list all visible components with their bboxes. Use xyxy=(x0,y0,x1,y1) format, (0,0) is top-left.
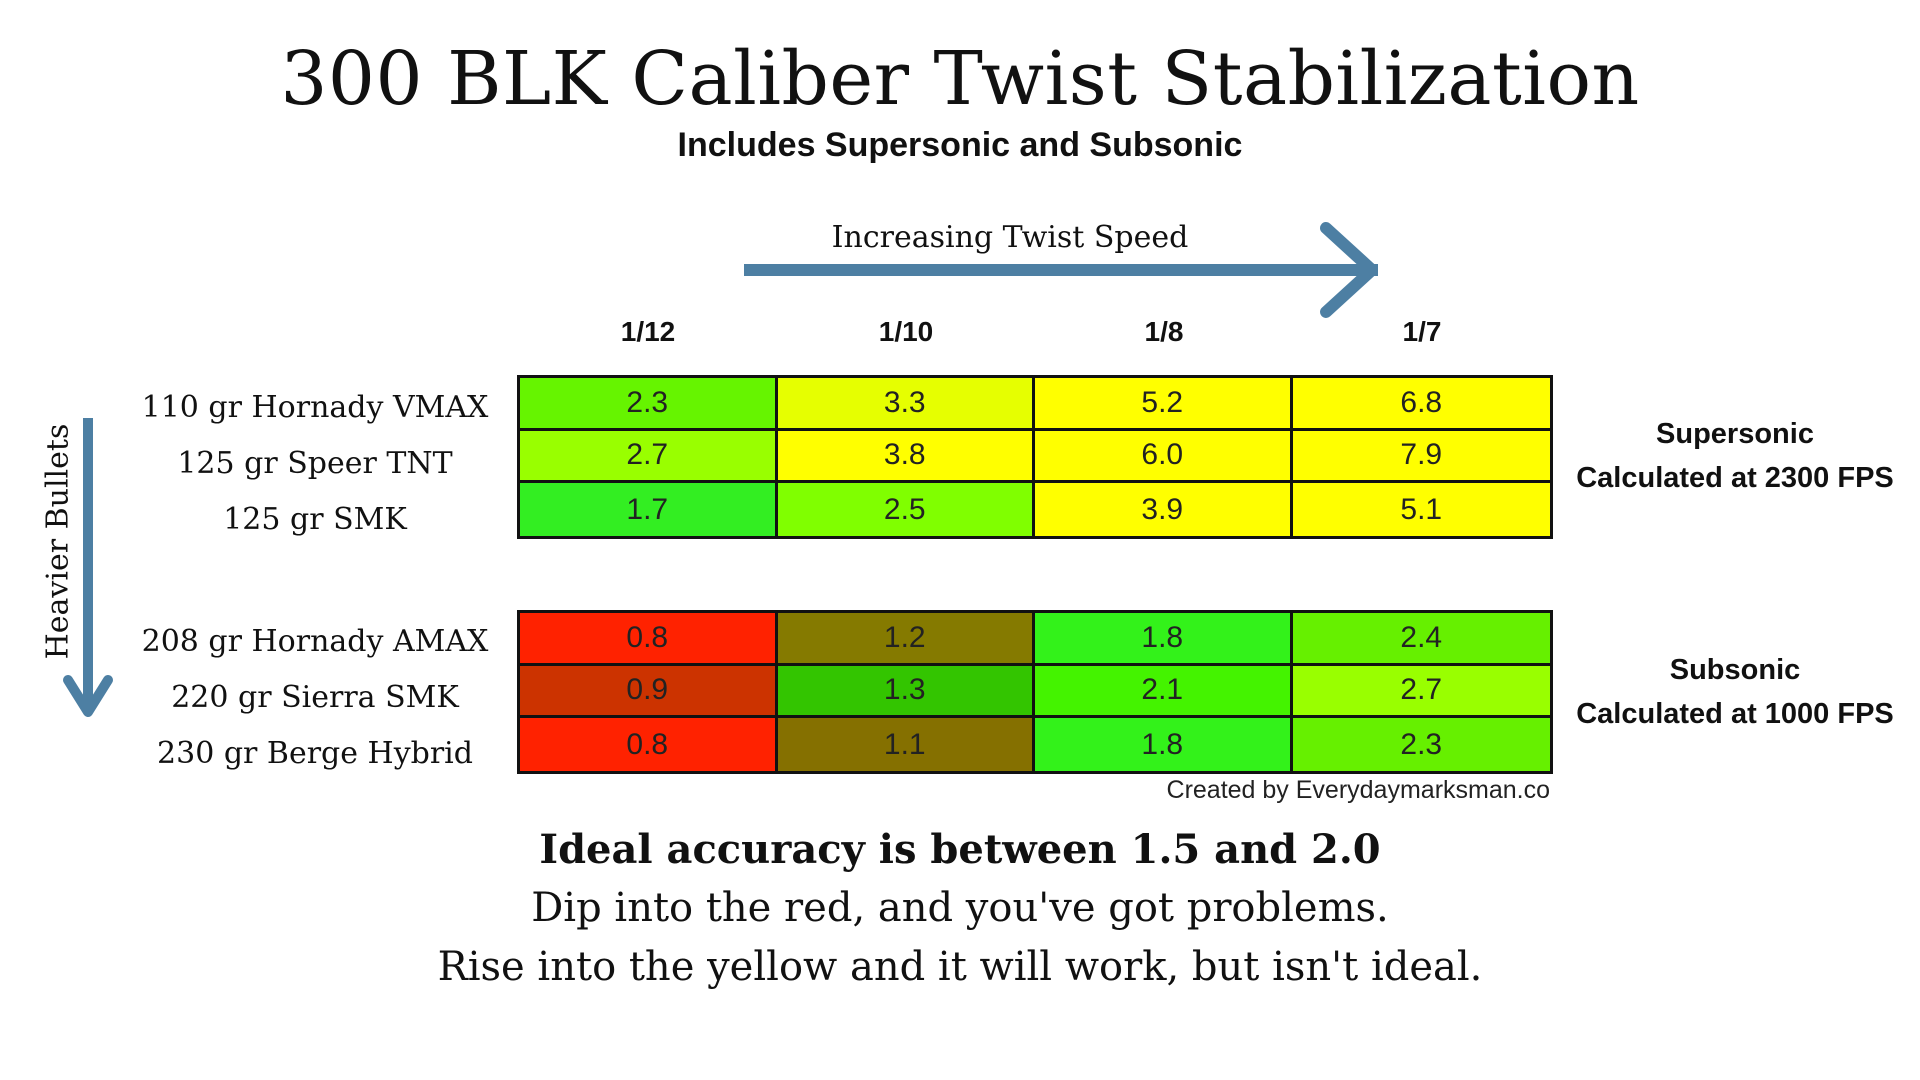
table-cell: 1.8 xyxy=(1035,718,1293,771)
bullet-label: 230 gr Berge Hybrid xyxy=(157,736,473,771)
note-yellow: Rise into the yellow and it will work, b… xyxy=(437,944,1483,990)
note-ideal: Ideal accuracy is between 1.5 and 2.0 xyxy=(539,826,1381,873)
table-cell: 5.2 xyxy=(1035,378,1293,431)
bullet-label: 220 gr Sierra SMK xyxy=(171,680,459,715)
column-header: 1/10 xyxy=(878,316,934,347)
supersonic-table: 2.3 3.3 5.2 6.8 2.7 3.8 6.0 7.9 1.7 2.5 … xyxy=(517,375,1553,539)
group-title: Supersonic xyxy=(1656,418,1814,450)
bullet-label: 110 gr Hornady VMAX xyxy=(141,390,489,425)
table-cell: 7.9 xyxy=(1292,430,1550,484)
bullet-label: 125 gr Speer TNT xyxy=(177,446,453,481)
table-cell: 2.1 xyxy=(1035,665,1293,719)
page-subtitle: Includes Supersonic and Subsonic xyxy=(677,126,1243,164)
table-cell: 2.7 xyxy=(1292,665,1550,719)
twist-arrow-label: Increasing Twist Speed xyxy=(831,220,1189,255)
table-cell: 0.9 xyxy=(520,665,778,719)
subsonic-table: 0.8 1.2 1.8 2.4 0.9 1.3 2.1 2.7 0.8 1.1 … xyxy=(517,610,1553,774)
bullet-label: 125 gr SMK xyxy=(223,502,407,537)
table-cell: 6.8 xyxy=(1292,378,1550,431)
table-cell: 1.3 xyxy=(777,665,1035,719)
page-title: 300 BLK Caliber Twist Stabilization xyxy=(280,36,1640,122)
table-cell: 0.8 xyxy=(520,718,778,771)
supersonic-group-label: Supersonic Calculated at 2300 FPS xyxy=(1550,412,1920,500)
table-cell: 3.9 xyxy=(1035,483,1293,536)
group-subtitle: Calculated at 1000 FPS xyxy=(1576,698,1894,730)
table-cell: 1.7 xyxy=(520,483,778,536)
weight-arrow-label: Heavier Bullets xyxy=(40,423,76,660)
table-cell: 1.2 xyxy=(777,613,1035,666)
table-cell: 2.3 xyxy=(520,378,778,431)
table-cell: 3.8 xyxy=(777,430,1035,484)
table-cell: 6.0 xyxy=(1035,430,1293,484)
table-cell: 2.7 xyxy=(520,430,778,484)
table-cell: 3.3 xyxy=(777,378,1035,431)
twist-arrow-icon xyxy=(744,222,1378,318)
table-cell: 5.1 xyxy=(1292,483,1550,536)
column-header: 1/7 xyxy=(1402,316,1442,347)
subsonic-group-label: Subsonic Calculated at 1000 FPS xyxy=(1550,648,1920,736)
weight-arrow-icon xyxy=(63,418,113,717)
note-red: Dip into the red, and you've got problem… xyxy=(531,885,1389,931)
column-header: 1/12 xyxy=(620,316,676,347)
table-cell: 2.4 xyxy=(1292,613,1550,666)
table-cell: 2.5 xyxy=(777,483,1035,536)
table-cell: 1.1 xyxy=(777,718,1035,771)
credit-text: Created by Everydaymarksman.co xyxy=(1166,776,1550,804)
bullet-label: 208 gr Hornady AMAX xyxy=(141,624,489,659)
column-header: 1/8 xyxy=(1144,316,1184,347)
table-cell: 0.8 xyxy=(520,613,778,666)
group-title: Subsonic xyxy=(1669,654,1801,686)
group-subtitle: Calculated at 2300 FPS xyxy=(1576,462,1894,494)
table-cell: 1.8 xyxy=(1035,613,1293,666)
table-cell: 2.3 xyxy=(1292,718,1550,771)
